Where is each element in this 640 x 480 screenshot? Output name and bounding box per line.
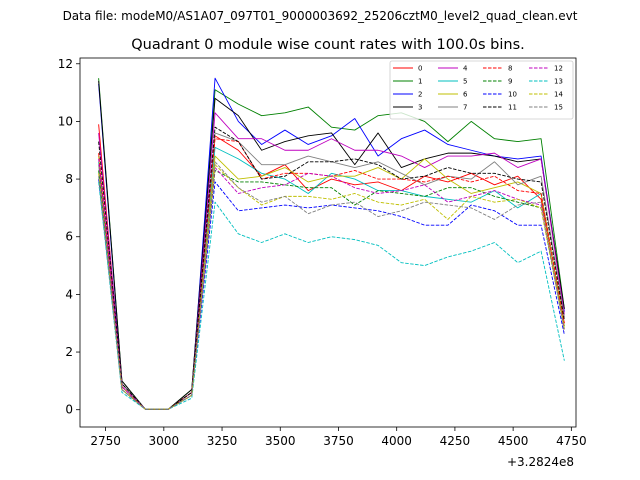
legend-label-6: 6 [463,91,468,99]
x-offset-label: +3.2824e8 [507,455,574,469]
y-tick-label: 2 [65,345,73,359]
axes-frame [79,57,577,428]
legend-frame [389,60,574,120]
legend-label-12: 12 [554,65,563,73]
legend-label-14: 14 [554,91,563,99]
legend-label-7: 7 [463,104,467,112]
y-tick-label: 6 [65,230,73,244]
legend-label-15: 15 [554,104,563,112]
legend-label-5: 5 [463,78,467,86]
legend-label-8: 8 [508,65,512,73]
legend-label-10: 10 [508,91,517,99]
x-tick-label: 3500 [265,434,296,448]
legend-label-0: 0 [418,65,422,73]
y-tick-label: 8 [65,172,73,186]
series-line-11 [98,126,565,410]
y-tick-label: 0 [65,403,73,417]
legend-label-1: 1 [418,78,422,86]
x-tick-label: 3250 [207,434,238,448]
y-tick-label: 10 [58,114,73,128]
series-line-15 [98,161,565,410]
plot-area [79,57,577,428]
x-tick-label: 4500 [498,434,529,448]
x-tick-label: 4750 [556,434,587,448]
legend-label-9: 9 [508,78,512,86]
figure-suptitle: Data file: modeM0/AS1A07_097T01_90000036… [63,9,578,23]
series-layer [98,77,565,410]
legend-label-2: 2 [418,91,422,99]
series-line-12 [98,158,565,410]
legend-label-11: 11 [508,104,517,112]
x-tick-label: 3750 [323,434,354,448]
series-line-3 [98,81,565,410]
legend-label-13: 13 [554,78,563,86]
x-tick-label: 2750 [90,434,121,448]
legend-label-4: 4 [463,65,468,73]
x-tick-label: 4250 [440,434,471,448]
x-axis: 2750 3000 3250 3500 3750 4000 4250 4500 4750 [90,427,587,448]
chart-title: Quadrant 0 module wise count rates with … [131,37,525,53]
x-tick-label: 4000 [381,434,412,448]
series-line-13 [98,181,565,410]
y-tick-label: 4 [65,287,73,301]
x-tick-label: 3000 [149,434,180,448]
y-axis: 0 2 4 6 8 10 12 [58,57,80,417]
legend-label-3: 3 [418,104,422,112]
y-tick-label: 12 [58,57,73,71]
